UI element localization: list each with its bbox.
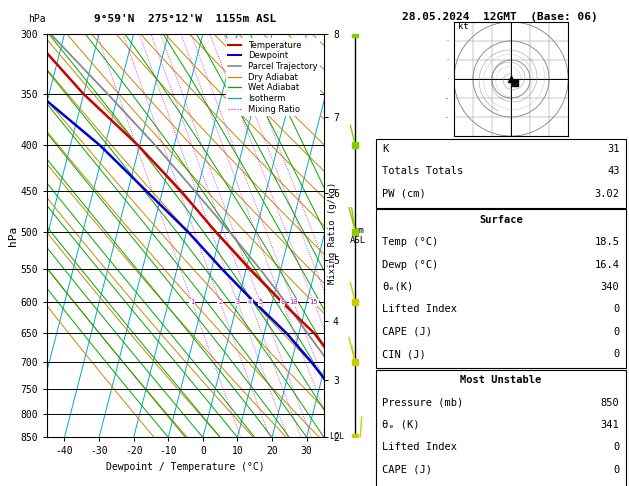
Text: Lifted Index: Lifted Index	[382, 304, 457, 314]
Text: CAPE (J): CAPE (J)	[382, 327, 432, 337]
X-axis label: Dewpoint / Temperature (°C): Dewpoint / Temperature (°C)	[106, 462, 265, 472]
Text: 28.05.2024  12GMT  (Base: 06): 28.05.2024 12GMT (Base: 06)	[402, 12, 598, 22]
Text: 850: 850	[601, 398, 620, 408]
Text: 4: 4	[248, 299, 252, 306]
Text: Mixing Ratio (g/kg): Mixing Ratio (g/kg)	[328, 182, 337, 284]
Text: 3.02: 3.02	[594, 189, 620, 199]
Y-axis label: km
ASL: km ASL	[350, 226, 366, 245]
Text: 1: 1	[190, 299, 194, 306]
Text: LCL: LCL	[330, 432, 345, 441]
Text: Most Unstable: Most Unstable	[460, 375, 542, 385]
Text: 0: 0	[613, 465, 620, 475]
Legend: Temperature, Dewpoint, Parcel Trajectory, Dry Adiabat, Wet Adiabat, Isotherm, Mi: Temperature, Dewpoint, Parcel Trajectory…	[226, 38, 320, 116]
Text: 31: 31	[607, 144, 620, 154]
Text: Surface: Surface	[479, 215, 523, 225]
Text: Lifted Index: Lifted Index	[382, 442, 457, 452]
Text: Totals Totals: Totals Totals	[382, 166, 464, 176]
Text: 43: 43	[607, 166, 620, 176]
Text: 10: 10	[289, 299, 298, 306]
Text: θₑ (K): θₑ (K)	[382, 420, 420, 430]
Text: 18.5: 18.5	[594, 237, 620, 247]
Text: 0: 0	[613, 442, 620, 452]
Text: K: K	[382, 144, 389, 154]
Text: 8: 8	[281, 299, 285, 306]
Text: 3: 3	[235, 299, 240, 306]
Text: hPa: hPa	[28, 14, 45, 24]
Text: 341: 341	[601, 420, 620, 430]
Text: θₑ(K): θₑ(K)	[382, 282, 414, 292]
Text: CIN (J): CIN (J)	[382, 349, 426, 359]
Text: 16.4: 16.4	[594, 260, 620, 270]
Text: 15: 15	[309, 299, 318, 306]
Text: 0: 0	[613, 327, 620, 337]
Text: 9°59'N  275°12'W  1155m ASL: 9°59'N 275°12'W 1155m ASL	[94, 14, 277, 24]
Text: 2: 2	[218, 299, 222, 306]
Text: kt: kt	[458, 22, 469, 32]
Text: Dewp (°C): Dewp (°C)	[382, 260, 438, 270]
Text: 5: 5	[259, 299, 262, 306]
Y-axis label: hPa: hPa	[8, 226, 18, 246]
Text: Temp (°C): Temp (°C)	[382, 237, 438, 247]
Text: PW (cm): PW (cm)	[382, 189, 426, 199]
Text: Pressure (mb): Pressure (mb)	[382, 398, 464, 408]
Text: 0: 0	[613, 349, 620, 359]
Text: 340: 340	[601, 282, 620, 292]
Text: CAPE (J): CAPE (J)	[382, 465, 432, 475]
Text: 0: 0	[613, 304, 620, 314]
